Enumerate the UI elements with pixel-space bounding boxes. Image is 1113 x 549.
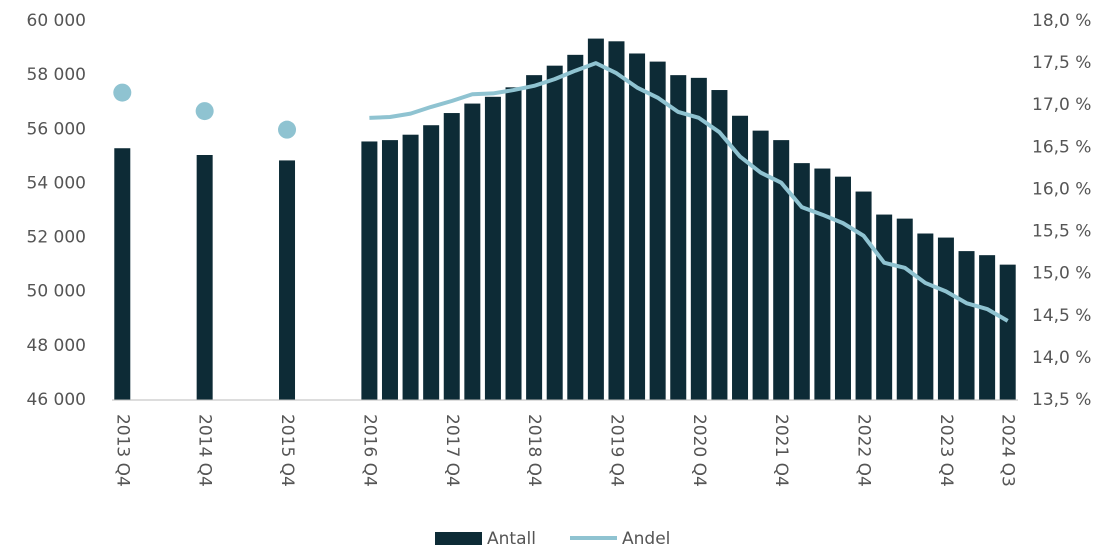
y-tick-label: 60 000 bbox=[27, 11, 86, 31]
bar bbox=[381, 140, 398, 400]
bar bbox=[834, 176, 851, 400]
x-tick-label: 2020 Q4 bbox=[689, 414, 709, 487]
bar bbox=[423, 125, 440, 400]
x-tick-label: 2024 Q3 bbox=[998, 414, 1018, 487]
y-tick-label: 52 000 bbox=[27, 228, 86, 248]
bar bbox=[876, 214, 893, 400]
bar bbox=[279, 160, 296, 400]
line-marker bbox=[113, 83, 132, 102]
bar bbox=[773, 140, 790, 400]
x-tick-label: 2015 Q4 bbox=[277, 414, 297, 487]
x-tick-label: 2023 Q4 bbox=[936, 414, 956, 487]
bar bbox=[793, 163, 810, 400]
x-tick-label: 2019 Q4 bbox=[606, 414, 626, 487]
bar bbox=[690, 77, 707, 400]
bar bbox=[443, 113, 460, 401]
y-tick-label: 58 000 bbox=[27, 65, 86, 85]
bar bbox=[999, 264, 1016, 400]
bar bbox=[505, 87, 522, 400]
x-tick-label: 2021 Q4 bbox=[771, 414, 791, 487]
bar bbox=[814, 168, 831, 400]
y2-tick-label: 18,0 % bbox=[1032, 11, 1091, 31]
y2-tick-label: 15,0 % bbox=[1032, 264, 1091, 284]
bar bbox=[670, 75, 687, 401]
bar bbox=[587, 38, 604, 400]
x-tick-label: 2013 Q4 bbox=[112, 414, 132, 487]
bar bbox=[917, 233, 934, 400]
y-tick-label: 48 000 bbox=[27, 336, 86, 356]
y2-tick-label: 15,5 % bbox=[1032, 222, 1091, 242]
y-tick-label: 56 000 bbox=[27, 119, 86, 139]
bar bbox=[546, 65, 563, 401]
x-tick-label: 2018 Q4 bbox=[524, 414, 544, 487]
y2-tick-label: 17,5 % bbox=[1032, 53, 1091, 73]
bar bbox=[196, 155, 213, 400]
bar bbox=[361, 141, 378, 401]
y2-tick-label: 17,0 % bbox=[1032, 95, 1091, 115]
bar bbox=[855, 191, 872, 400]
bar bbox=[979, 255, 996, 400]
bar bbox=[896, 218, 913, 400]
legend-label: Andel bbox=[622, 529, 670, 549]
y-tick-label: 46 000 bbox=[27, 390, 86, 410]
bar bbox=[752, 130, 769, 400]
bar bbox=[567, 54, 584, 400]
x-tick-label: 2016 Q4 bbox=[359, 414, 379, 487]
bar bbox=[484, 96, 501, 401]
legend-label: Antall bbox=[487, 529, 536, 549]
bar bbox=[958, 251, 975, 400]
line-marker bbox=[278, 120, 297, 139]
x-tick-label: 2014 Q4 bbox=[195, 414, 215, 487]
x-tick-label: 2017 Q4 bbox=[442, 414, 462, 487]
y2-tick-label: 16,0 % bbox=[1032, 179, 1091, 199]
bar bbox=[649, 61, 666, 400]
bar bbox=[114, 148, 131, 400]
y2-tick-label: 16,5 % bbox=[1032, 137, 1091, 157]
y2-tick-label: 13,5 % bbox=[1032, 390, 1091, 410]
y-tick-label: 50 000 bbox=[27, 282, 86, 302]
bar bbox=[464, 103, 481, 400]
bar bbox=[711, 90, 728, 401]
y-tick-label: 54 000 bbox=[27, 173, 86, 193]
bar bbox=[608, 41, 625, 401]
bar bbox=[629, 53, 646, 400]
y2-tick-label: 14,0 % bbox=[1032, 348, 1091, 368]
bar bbox=[402, 134, 419, 400]
x-tick-label: 2022 Q4 bbox=[854, 414, 874, 487]
line bbox=[369, 61, 1009, 323]
bar bbox=[937, 237, 954, 400]
legend-swatch bbox=[435, 532, 482, 545]
y2-tick-label: 14,5 % bbox=[1032, 306, 1091, 326]
bar bbox=[732, 115, 749, 400]
line-marker bbox=[195, 102, 214, 121]
bar bbox=[526, 75, 543, 401]
